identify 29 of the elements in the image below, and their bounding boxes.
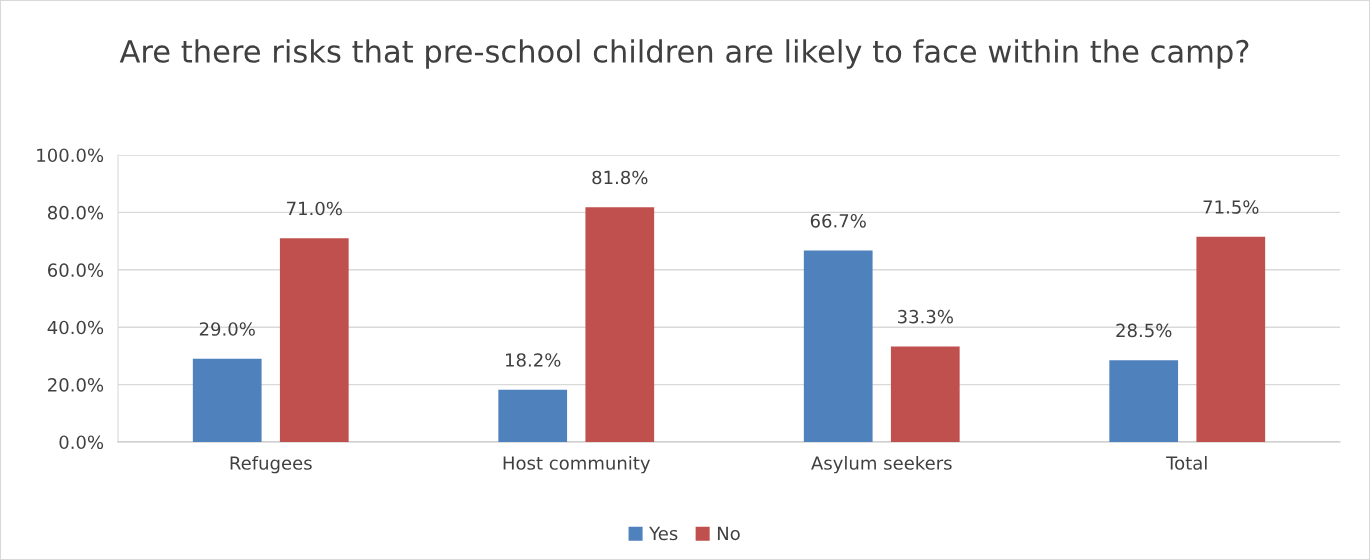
x-tick-label: Host community <box>503 455 651 474</box>
y-tick-label: 60.0% <box>48 263 104 277</box>
bar <box>192 358 262 442</box>
y-tick-label: 80.0% <box>47 205 104 220</box>
data-label: 81.8% <box>592 170 648 185</box>
data-label: 29.0% <box>199 322 255 336</box>
bar <box>803 250 873 442</box>
chart-title: Are there risks that pre-school children are likely to face within the camp? <box>119 39 1249 69</box>
data-label: 33.3% <box>897 309 953 324</box>
y-tick-label: 20.0% <box>48 378 104 392</box>
data-label: 66.7% <box>810 213 866 228</box>
data-label: 18.2% <box>506 353 561 367</box>
legend-label: Yes <box>649 526 678 541</box>
data-label: 71.0% <box>287 201 342 216</box>
x-tick-label: Total <box>1166 455 1207 470</box>
data-label: 28.5% <box>1116 323 1172 338</box>
x-tick-label: Refugees <box>230 455 312 474</box>
bar <box>585 207 655 442</box>
bar <box>890 346 960 442</box>
legend-label: No <box>717 526 740 541</box>
bar <box>1109 360 1179 442</box>
data-label: 71.5% <box>1203 200 1259 214</box>
bar <box>279 238 349 442</box>
bar <box>1196 236 1266 442</box>
y-tick-label: 100.0% <box>37 148 104 163</box>
y-tick-label: 40.0% <box>47 320 104 335</box>
bar <box>498 389 568 442</box>
x-tick-label: Asylum seekers <box>811 455 952 474</box>
y-tick-label: 0.0% <box>59 435 104 450</box>
